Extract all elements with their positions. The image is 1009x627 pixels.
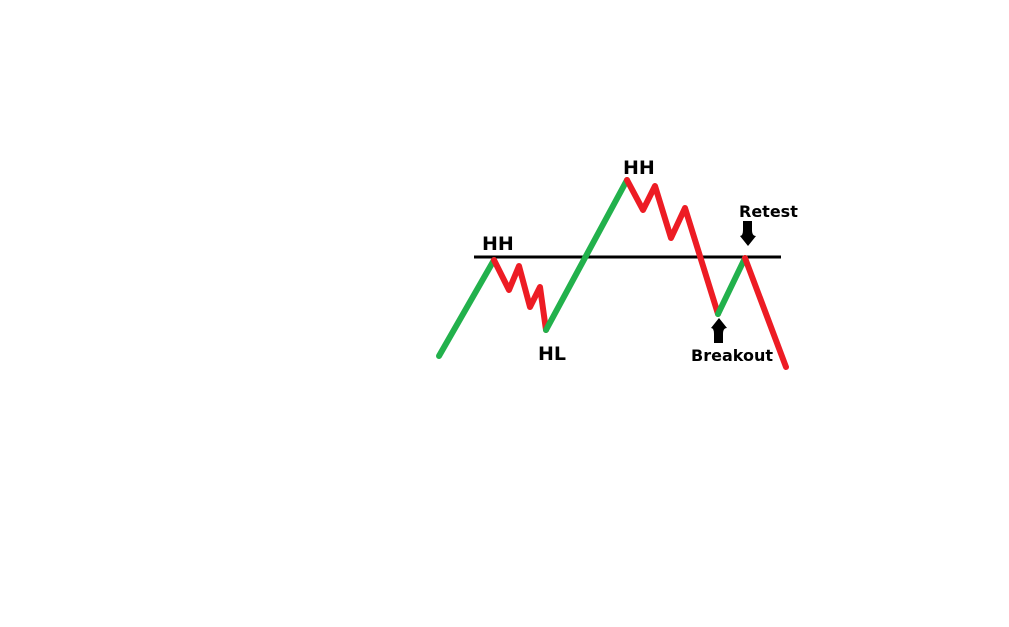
label-breakout: Breakout — [691, 346, 773, 365]
bearish-decline — [624, 177, 721, 317]
arrow-down-icon — [740, 221, 756, 246]
label-hh-second: HH — [623, 157, 655, 179]
bearish-pullback-1 — [491, 257, 549, 333]
bearish-continuation — [742, 255, 789, 370]
bullish-leg-2 — [543, 177, 630, 333]
bullish-retest-leg — [715, 255, 748, 317]
label-retest: Retest — [739, 202, 798, 221]
label-hl: HL — [538, 343, 566, 365]
label-hh-first: HH — [482, 233, 514, 255]
bullish-leg-1 — [436, 257, 497, 359]
arrow-up-icon — [711, 318, 727, 343]
